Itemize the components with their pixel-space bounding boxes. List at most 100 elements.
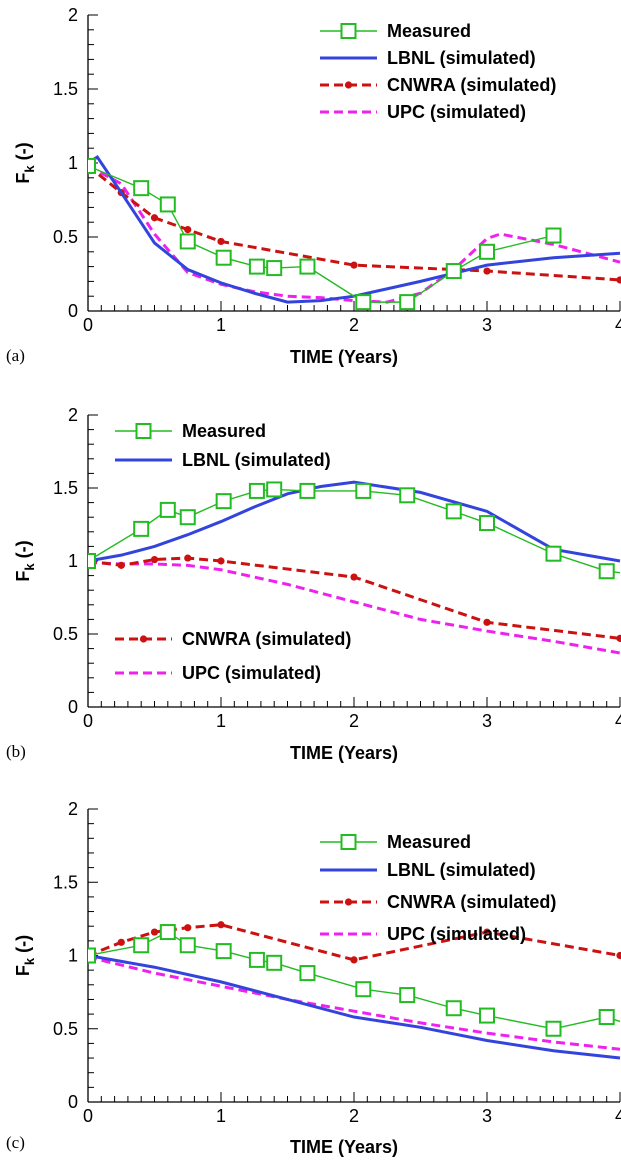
- data-point: [133, 520, 150, 537]
- data-point: [248, 482, 265, 499]
- data-point: [248, 258, 265, 275]
- chart-panel-3: 0 1 2 3 4 0 0.5 1 1.5 2 TIME (Years) Fk (-) (c) Measu…: [6, 799, 621, 1157]
- data-point: [479, 515, 495, 532]
- legend-label: CNWRA (simulated): [387, 75, 556, 95]
- x-tick-label: 1: [216, 1106, 226, 1126]
- x-tick-label: 0: [83, 1106, 93, 1126]
- data-point: [616, 634, 621, 642]
- x-tick-label: 1: [216, 711, 226, 731]
- data-point: [545, 227, 562, 244]
- y-tick-label: 2: [68, 799, 78, 819]
- series-line-2: [88, 954, 621, 1060]
- legend-entry: LBNL (simulated): [115, 450, 331, 470]
- x-tick-label: 0: [83, 711, 93, 731]
- y-tick-label: 1.5: [53, 478, 78, 498]
- x-axis-title: TIME (Years): [290, 1137, 398, 1157]
- x-tick-label: 3: [482, 711, 492, 731]
- legend-entry: Measured: [320, 832, 471, 852]
- data-point: [150, 928, 159, 936]
- data-point: [483, 928, 491, 936]
- data-point: [117, 938, 125, 946]
- data-point: [598, 563, 615, 580]
- series-line-3: [88, 923, 621, 962]
- x-tick-label: 4: [615, 315, 621, 335]
- data-point: [399, 487, 416, 504]
- data-point: [117, 561, 125, 569]
- data-point: [184, 554, 192, 562]
- y-tick-label: 1: [68, 946, 78, 966]
- data-point: [179, 509, 196, 526]
- y-tick-label: 1.5: [53, 872, 78, 892]
- data-point: [217, 237, 225, 246]
- data-point: [355, 981, 372, 998]
- x-tick-label: 3: [482, 1106, 492, 1126]
- data-point: [159, 196, 176, 213]
- legend-label: UPC (simulated): [387, 102, 526, 122]
- x-axis-title: TIME (Years): [290, 743, 398, 763]
- data-point: [159, 501, 176, 518]
- data-point: [545, 1020, 562, 1037]
- legend-swatch-marker: [344, 81, 353, 89]
- data-point: [88, 157, 96, 174]
- data-point: [350, 261, 358, 269]
- legend-entry: CNWRA (simulated): [115, 629, 351, 649]
- data-point: [479, 1007, 495, 1024]
- chart-panel-1: 0 1 2 3 4 0 0.5 1 1.5 2 TIME (Years) Fk (-) (a) Measu…: [6, 5, 621, 367]
- x-tick-label: 2: [349, 1106, 359, 1126]
- data-point: [479, 243, 495, 260]
- data-point: [299, 482, 316, 499]
- data-point: [179, 233, 196, 250]
- legend-swatch-marker: [135, 423, 152, 439]
- panel-label: (c): [6, 1133, 25, 1152]
- legend-entry: LBNL (simulated): [320, 48, 536, 68]
- legend-swatch-marker: [340, 23, 357, 39]
- data-point: [445, 503, 462, 520]
- y-axis-title-subscript: k: [22, 957, 37, 965]
- y-axis-title: Fk (-): [13, 142, 37, 183]
- legend-label: Measured: [182, 421, 266, 441]
- legend-label: UPC (simulated): [387, 924, 526, 944]
- series-line-4: [88, 164, 621, 304]
- x-tick-label: 4: [615, 711, 621, 731]
- x-tick-label: 3: [482, 315, 492, 335]
- data-point: [399, 987, 416, 1004]
- series-line-1: [88, 931, 621, 1030]
- y-tick-label: 0.5: [53, 1019, 78, 1039]
- data-point: [616, 951, 621, 960]
- legend-swatch-marker: [344, 898, 353, 906]
- data-point: [217, 557, 225, 565]
- y-axis-title-suffix: (-): [13, 540, 33, 563]
- legend-entry: CNWRA (simulated): [320, 75, 556, 95]
- chart-panel-2: 0 1 2 3 4 0 0.5 1 1.5 2 TIME (Years) Fk (-) (b) Measu…: [6, 405, 621, 763]
- legend-entry: Measured: [320, 21, 471, 41]
- x-tick-label: 0: [83, 315, 93, 335]
- panel-label: (a): [6, 346, 25, 365]
- data-point: [445, 1000, 462, 1017]
- series-line-1: [88, 165, 554, 303]
- y-tick-label: 1.5: [53, 79, 78, 99]
- legend-label: LBNL (simulated): [182, 450, 331, 470]
- series-line-4: [88, 955, 621, 1051]
- plot-area: [88, 155, 621, 311]
- legend-label: LBNL (simulated): [387, 48, 536, 68]
- legend-label: Measured: [387, 832, 471, 852]
- data-point: [266, 481, 283, 498]
- legend-label: CNWRA (simulated): [387, 892, 556, 912]
- data-point: [616, 276, 621, 284]
- data-point: [150, 555, 159, 564]
- data-point: [299, 965, 316, 982]
- data-point: [248, 951, 265, 968]
- data-point: [483, 267, 491, 275]
- data-point: [184, 226, 192, 234]
- y-tick-label: 1: [68, 551, 78, 571]
- y-tick-label: 1: [68, 153, 78, 173]
- data-point: [215, 249, 232, 266]
- y-tick-label: 0.5: [53, 624, 78, 644]
- legend-entry: Measured: [115, 421, 266, 441]
- data-point: [266, 954, 283, 971]
- y-axis-title-main: F: [13, 571, 33, 582]
- y-tick-label: 0: [68, 697, 78, 717]
- plot-area: [88, 480, 621, 655]
- legend-entry: UPC (simulated): [320, 102, 526, 122]
